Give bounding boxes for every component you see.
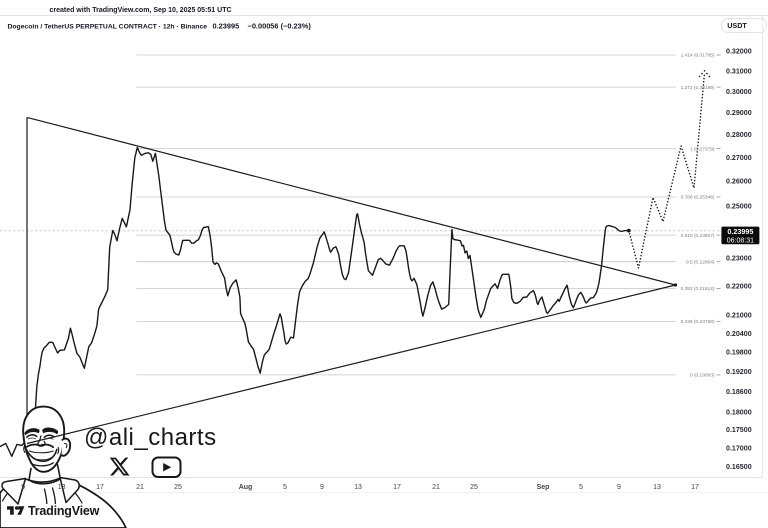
svg-text:0.17500: 0.17500 xyxy=(726,426,752,434)
svg-text:0.382 (0.21912): 0.382 (0.21912) xyxy=(681,286,715,292)
svg-text:06:08:31: 06:08:31 xyxy=(727,237,754,244)
svg-text:0.18000: 0.18000 xyxy=(726,409,752,417)
svg-text:USDT: USDT xyxy=(727,21,747,30)
svg-text:9: 9 xyxy=(617,484,621,491)
svg-text:13: 13 xyxy=(354,484,362,491)
svg-text:0.17000: 0.17000 xyxy=(726,444,752,452)
svg-text:17: 17 xyxy=(691,484,699,491)
svg-text:9: 9 xyxy=(21,484,25,491)
svg-text:created with TradingView.com,: created with TradingView.com, Sep 10, 20… xyxy=(49,7,231,14)
svg-text:17: 17 xyxy=(393,484,401,491)
svg-text:0.29000: 0.29000 xyxy=(726,109,752,117)
svg-text:1.414 (0.31785): 1.414 (0.31785) xyxy=(681,53,715,59)
svg-text:1.272 (0.30199): 1.272 (0.30199) xyxy=(681,85,715,91)
svg-text:0.25000: 0.25000 xyxy=(726,202,752,210)
svg-text:0.28000: 0.28000 xyxy=(726,131,752,139)
svg-text:−0.00056 (−0.23%): −0.00056 (−0.23%) xyxy=(248,21,312,30)
svg-text:0.236 (0.20788): 0.236 (0.20788) xyxy=(681,319,715,325)
svg-text:17: 17 xyxy=(96,484,104,491)
svg-text:0.27000: 0.27000 xyxy=(726,154,752,162)
svg-text:21: 21 xyxy=(136,484,144,491)
svg-text:0.23995: 0.23995 xyxy=(213,21,240,30)
svg-text:0 (0.19093): 0 (0.19093) xyxy=(690,373,715,379)
svg-text:5: 5 xyxy=(283,484,287,491)
svg-text:0.22000: 0.22000 xyxy=(726,283,752,291)
svg-text:0.23995: 0.23995 xyxy=(727,227,753,236)
svg-text:1 (0.27379): 1 (0.27379) xyxy=(690,146,715,152)
svg-text:0.31000: 0.31000 xyxy=(726,67,752,75)
svg-text:0.20400: 0.20400 xyxy=(726,330,752,338)
svg-text:0.23000: 0.23000 xyxy=(726,255,752,263)
svg-text:0.19200: 0.19200 xyxy=(726,368,752,376)
svg-text:9: 9 xyxy=(320,484,324,491)
svg-text:Sep: Sep xyxy=(537,484,550,491)
svg-text:21: 21 xyxy=(432,484,440,491)
svg-text:5: 5 xyxy=(579,484,583,491)
svg-text:0.786 (0.25346): 0.786 (0.25346) xyxy=(681,195,715,201)
svg-text:0.19800: 0.19800 xyxy=(726,349,752,357)
svg-text:0.26000: 0.26000 xyxy=(726,178,752,186)
svg-text:0.618 (0.23857): 0.618 (0.23857) xyxy=(681,233,715,239)
svg-text:13: 13 xyxy=(58,484,66,491)
svg-text:13: 13 xyxy=(653,484,661,491)
svg-text:0.16500: 0.16500 xyxy=(726,463,752,471)
svg-text:25: 25 xyxy=(470,484,478,491)
svg-text:0.21000: 0.21000 xyxy=(726,312,752,320)
svg-text:0.18600: 0.18600 xyxy=(726,388,752,396)
svg-text:@ali_charts: @ali_charts xyxy=(84,424,217,451)
svg-text:0.30000: 0.30000 xyxy=(726,88,752,96)
svg-text:0.32000: 0.32000 xyxy=(726,47,752,55)
svg-text:TradingView: TradingView xyxy=(28,504,100,518)
svg-text:Dogecoin / TetherUS PERPETUAL: Dogecoin / TetherUS PERPETUAL CONTRACT ·… xyxy=(8,23,208,30)
svg-text:Aug: Aug xyxy=(239,484,253,491)
svg-text:0.5 (0.22864): 0.5 (0.22864) xyxy=(686,259,715,265)
svg-text:25: 25 xyxy=(174,484,182,491)
